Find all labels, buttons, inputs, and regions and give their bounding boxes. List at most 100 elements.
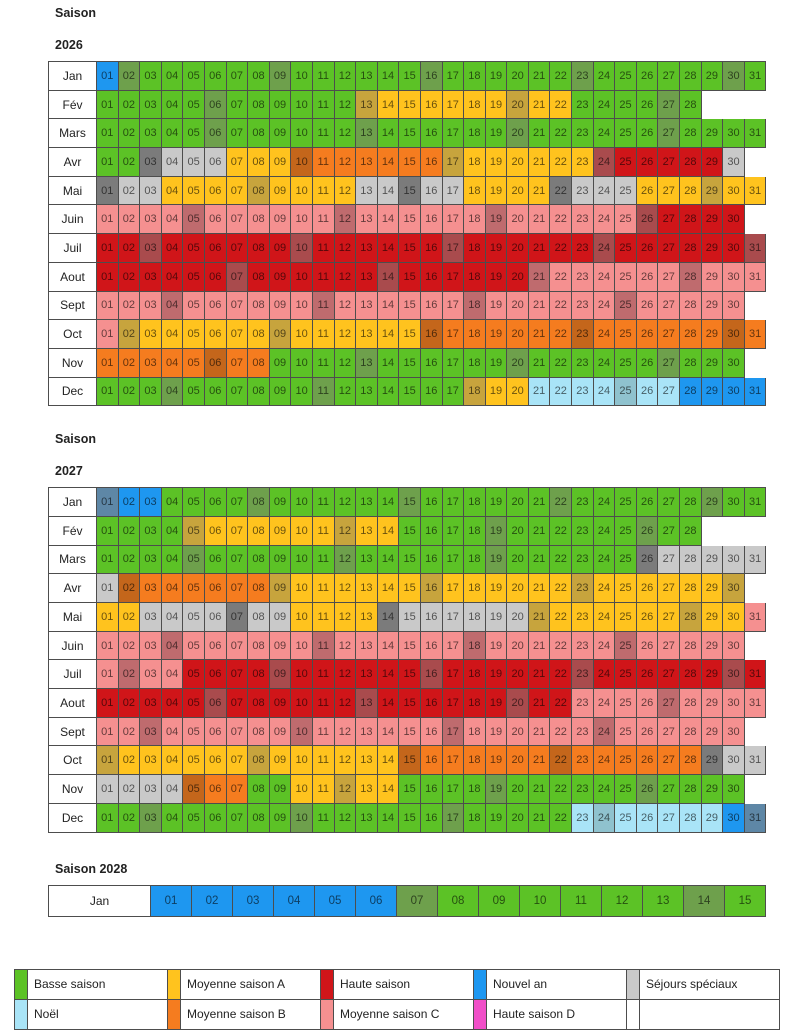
day-cell: 25 — [615, 545, 637, 575]
day-cell: 06 — [204, 689, 227, 718]
calendar-title-saison-2028: Saison 2028 — [55, 861, 128, 876]
day-cell: 03 — [140, 689, 162, 718]
day-cell: 20 — [507, 291, 529, 321]
day-cell: 15 — [399, 488, 421, 517]
day-cell: 04 — [161, 516, 184, 546]
day-cell: 24 — [593, 119, 616, 149]
day-cell: 14 — [377, 689, 400, 718]
day-cell: 13 — [356, 291, 378, 321]
day-cell: 06 — [204, 746, 227, 776]
month-label: Dec — [49, 377, 97, 407]
day-cell: 27 — [658, 348, 681, 378]
day-cell: 16 — [420, 746, 443, 776]
day-cell: 03 — [140, 234, 162, 263]
day-cell: 09 — [269, 119, 292, 149]
day-cell: 02 — [118, 488, 141, 517]
month-label: Avr — [49, 574, 97, 603]
day-cell: 29 — [701, 603, 724, 632]
day-cell: 15 — [399, 717, 421, 747]
day-cell: 14 — [377, 717, 400, 747]
day-cell: 11 — [312, 717, 335, 747]
day-cell: 02 — [118, 377, 141, 407]
day-cell: 07 — [226, 119, 249, 149]
day-cell: 02 — [118, 775, 141, 804]
day-cell: 19 — [485, 119, 508, 149]
calendar-month-row: Juin 01 02 03 04 05 06 07 08 09 10 11 12 13 14 15 16 17 18… — [49, 205, 766, 235]
day-cell: 12 — [334, 234, 357, 263]
day-cell: 17 — [442, 176, 465, 206]
day-cell: 12 — [334, 631, 357, 661]
day-cell: 14 — [377, 746, 400, 776]
day-cell: 07 — [226, 90, 249, 120]
day-cell: 11 — [312, 234, 335, 263]
day-cell: 22 — [550, 689, 573, 718]
day-cell: 17 — [442, 291, 465, 321]
day-cell: 16 — [420, 717, 443, 747]
day-cell: 06 — [204, 90, 227, 120]
day-cell: 16 — [420, 803, 443, 833]
day-cell: 03 — [140, 603, 162, 632]
day-cell: 06 — [204, 234, 227, 263]
day-cell: 31 — [744, 119, 767, 149]
day-cell: 22 — [550, 176, 573, 206]
day-cell: 14 — [377, 603, 400, 632]
day-cell: 01 — [97, 516, 119, 546]
day-cell: 09 — [269, 516, 292, 546]
day-cell: 09 — [269, 488, 292, 517]
day-cell: 01 — [97, 574, 119, 603]
day-cell: 01 — [97, 689, 119, 718]
day-cell: 26 — [636, 660, 659, 690]
day-cell: 18 — [464, 291, 486, 321]
day-cell: 13 — [643, 885, 684, 917]
day-cell: 24 — [593, 262, 616, 292]
day-cell: 25 — [615, 262, 637, 292]
day-cell: 11 — [312, 488, 335, 517]
month-label: Juin — [49, 631, 97, 661]
day-cell: 10 — [520, 885, 561, 917]
day-cell: 04 — [161, 574, 184, 603]
day-cell: 04 — [161, 377, 184, 407]
day-cell: 27 — [658, 603, 681, 632]
day-cell: 25 — [615, 746, 637, 776]
day-cell: 03 — [140, 320, 162, 349]
calendar-month-row: Avr 01 02 03 04 05 06 07 08 09 10 11 12 13 14 15 16 17 18 1… — [49, 574, 766, 603]
day-cell: 11 — [312, 348, 335, 378]
day-cell: 04 — [161, 775, 184, 804]
day-cell: 01 — [151, 885, 192, 917]
day-cell: 20 — [507, 660, 529, 690]
day-cell: 25 — [615, 660, 637, 690]
day-cell: 25 — [615, 176, 637, 206]
day-cell: 12 — [334, 348, 357, 378]
day-cell: 21 — [528, 689, 551, 718]
day-cell: 01 — [97, 660, 119, 690]
day-cell: 06 — [204, 574, 227, 603]
day-cell: 04 — [161, 262, 184, 292]
day-cell: 01 — [97, 62, 119, 91]
day-cell: 05 — [183, 803, 205, 833]
day-cell: 11 — [312, 176, 335, 206]
day-cell: 09 — [269, 348, 292, 378]
day-cell: 11 — [312, 205, 335, 235]
day-cell: 21 — [528, 631, 551, 661]
day-cell: 20 — [507, 746, 529, 776]
day-cell: 28 — [680, 660, 702, 690]
day-cell: 13 — [356, 717, 378, 747]
day-cell: 20 — [507, 516, 529, 546]
legend-swatch — [474, 969, 487, 1000]
day-cell: 16 — [420, 689, 443, 718]
calendar-section-2026: Saison 2026 Jan 01 02 03 04 05 06 07 08 09 10 11 12 1… — [0, 0, 791, 407]
day-cell: 13 — [356, 320, 378, 349]
day-cell: 29 — [701, 262, 724, 292]
day-cell: 28 — [680, 291, 702, 321]
day-cell: 23 — [572, 660, 594, 690]
day-cell: 17 — [442, 119, 465, 149]
day-cell: 22 — [550, 545, 573, 575]
day-cell: 12 — [334, 660, 357, 690]
day-cell: 25 — [615, 320, 637, 349]
day-cell: 17 — [442, 377, 465, 407]
day-cell: 10 — [291, 516, 313, 546]
day-cell: 09 — [269, 775, 292, 804]
day-cell: 21 — [528, 803, 551, 833]
day-cell: 02 — [118, 348, 141, 378]
day-cell: 23 — [572, 148, 594, 177]
